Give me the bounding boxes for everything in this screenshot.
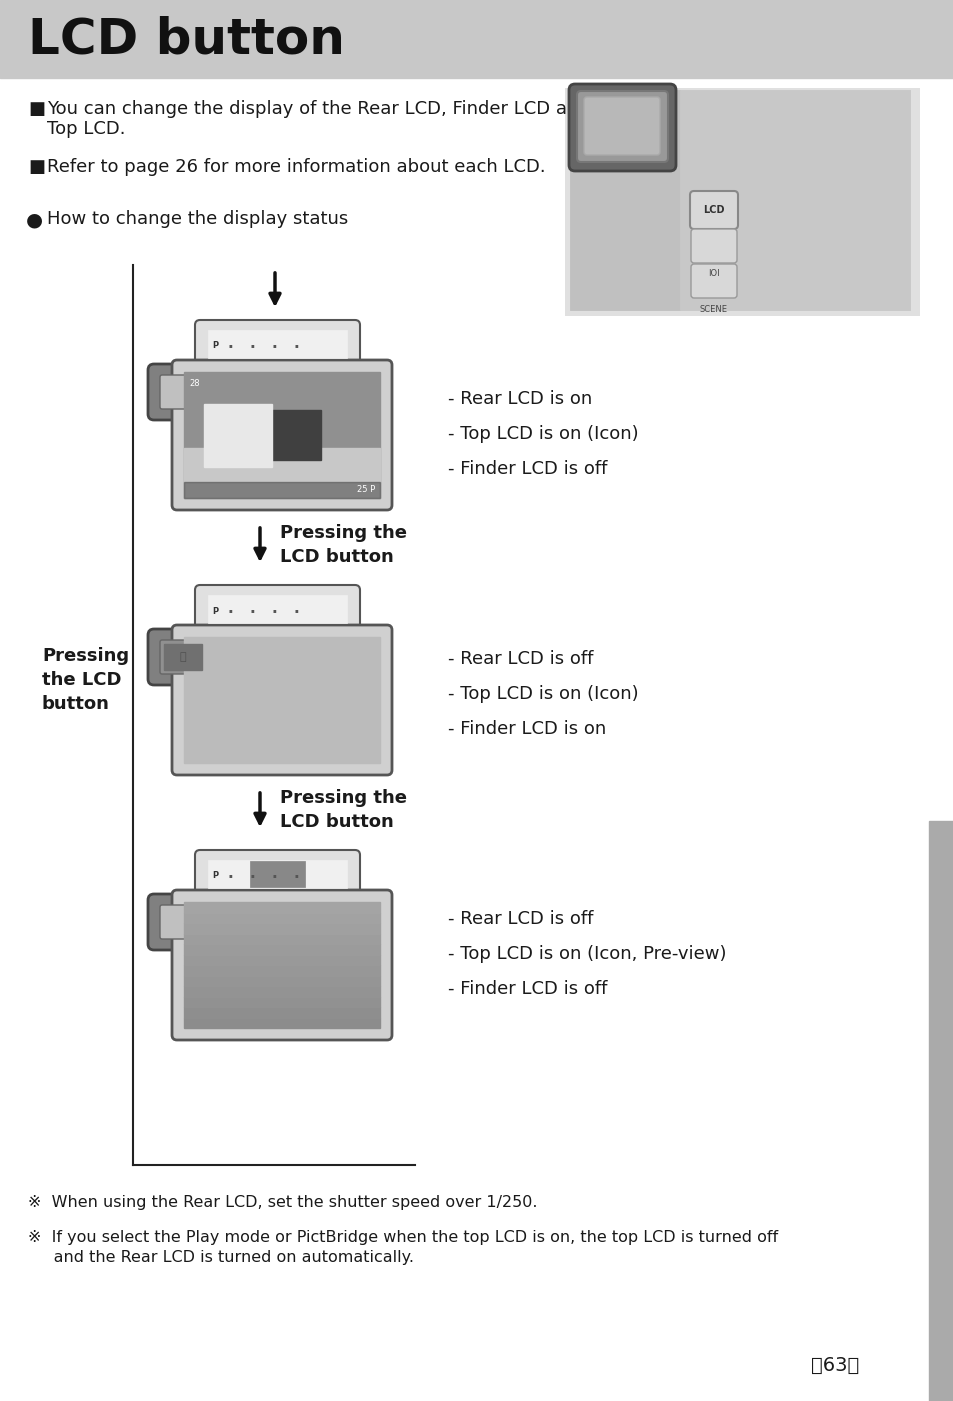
- Bar: [928, 821, 953, 1401]
- Text: - Top LCD is on (Icon): - Top LCD is on (Icon): [448, 685, 638, 703]
- Bar: [184, 933, 379, 944]
- Bar: [203, 403, 272, 467]
- Text: - Rear LCD is off: - Rear LCD is off: [448, 911, 593, 927]
- Bar: [184, 902, 379, 912]
- Text: ▪: ▪: [294, 608, 297, 614]
- Text: - Rear LCD is on: - Rear LCD is on: [448, 389, 592, 408]
- Text: 28: 28: [189, 380, 199, 388]
- Text: ※  When using the Rear LCD, set the shutter speed over 1/250.: ※ When using the Rear LCD, set the shutt…: [28, 1195, 537, 1210]
- Text: and the Rear LCD is turned on automatically.: and the Rear LCD is turned on automatica…: [28, 1250, 414, 1265]
- Text: Top LCD.: Top LCD.: [47, 120, 126, 139]
- FancyBboxPatch shape: [172, 625, 392, 775]
- Text: - Top LCD is on (Icon, Pre-view): - Top LCD is on (Icon, Pre-view): [448, 946, 726, 962]
- Bar: [184, 637, 379, 764]
- FancyBboxPatch shape: [689, 191, 738, 228]
- Text: ▪: ▪: [228, 608, 232, 614]
- Text: 25 P: 25 P: [356, 486, 375, 495]
- Bar: [184, 447, 379, 497]
- Bar: [564, 88, 919, 317]
- Bar: [184, 923, 379, 933]
- Bar: [184, 373, 379, 497]
- Bar: [184, 996, 379, 1007]
- Text: 👤: 👤: [179, 651, 186, 663]
- Text: - Rear LCD is off: - Rear LCD is off: [448, 650, 593, 668]
- Text: ▪: ▪: [250, 608, 253, 614]
- Text: LCD: LCD: [702, 205, 724, 214]
- Text: - Finder LCD is on: - Finder LCD is on: [448, 720, 605, 738]
- Text: ●: ●: [26, 210, 43, 228]
- Text: ■: ■: [28, 99, 45, 118]
- FancyBboxPatch shape: [568, 84, 676, 171]
- Text: IOI: IOI: [707, 269, 720, 279]
- Text: ▪: ▪: [272, 873, 275, 878]
- FancyBboxPatch shape: [690, 228, 737, 263]
- Bar: [0, 0, 953, 78]
- Bar: [184, 912, 379, 923]
- Text: ▪: ▪: [228, 343, 232, 349]
- Text: LCD button: LCD button: [28, 15, 345, 63]
- Bar: [164, 644, 202, 670]
- Bar: [569, 90, 679, 310]
- Text: - Top LCD is on (Icon): - Top LCD is on (Icon): [448, 425, 638, 443]
- Bar: [184, 954, 379, 965]
- Text: ▪: ▪: [228, 873, 232, 878]
- Bar: [184, 1017, 379, 1028]
- FancyBboxPatch shape: [583, 97, 659, 156]
- Text: - Finder LCD is off: - Finder LCD is off: [448, 460, 607, 478]
- FancyBboxPatch shape: [194, 586, 359, 633]
- Bar: [184, 986, 379, 996]
- FancyBboxPatch shape: [172, 890, 392, 1040]
- FancyBboxPatch shape: [160, 905, 206, 939]
- FancyBboxPatch shape: [690, 263, 737, 298]
- FancyBboxPatch shape: [160, 640, 206, 674]
- Bar: [243, 410, 321, 460]
- Text: How to change the display status: How to change the display status: [47, 210, 348, 228]
- Text: Pressing the
LCD button: Pressing the LCD button: [280, 789, 407, 831]
- Text: You can change the display of the Rear LCD, Finder LCD and: You can change the display of the Rear L…: [47, 99, 589, 118]
- Text: 〈63〉: 〈63〉: [810, 1356, 859, 1374]
- Text: ▪: ▪: [272, 343, 275, 349]
- Bar: [208, 595, 347, 623]
- Text: Pressing
the LCD
button: Pressing the LCD button: [42, 647, 129, 713]
- Text: ▪: ▪: [250, 343, 253, 349]
- Text: P: P: [212, 342, 218, 350]
- Text: ▪: ▪: [294, 873, 297, 878]
- Bar: [184, 482, 379, 497]
- Text: Refer to page 26 for more information about each LCD.: Refer to page 26 for more information ab…: [47, 158, 545, 177]
- Text: P: P: [212, 607, 218, 615]
- Bar: [208, 860, 347, 888]
- Bar: [184, 944, 379, 954]
- Bar: [184, 975, 379, 986]
- Bar: [184, 1007, 379, 1017]
- FancyBboxPatch shape: [160, 375, 206, 409]
- Text: ▪: ▪: [250, 873, 253, 878]
- Text: ▪: ▪: [294, 343, 297, 349]
- Bar: [679, 90, 909, 310]
- Text: SCENE: SCENE: [700, 304, 727, 314]
- FancyBboxPatch shape: [148, 629, 218, 685]
- Text: P: P: [212, 871, 218, 880]
- Bar: [208, 331, 347, 359]
- FancyBboxPatch shape: [577, 91, 667, 163]
- FancyBboxPatch shape: [194, 319, 359, 368]
- FancyBboxPatch shape: [172, 360, 392, 510]
- FancyBboxPatch shape: [194, 850, 359, 898]
- Text: ■: ■: [28, 158, 45, 177]
- Text: Pressing the
LCD button: Pressing the LCD button: [280, 524, 407, 566]
- Text: - Finder LCD is off: - Finder LCD is off: [448, 981, 607, 998]
- Text: ※  If you select the Play mode or PictBridge when the top LCD is on, the top LCD: ※ If you select the Play mode or PictBri…: [28, 1230, 778, 1245]
- Bar: [184, 965, 379, 975]
- Bar: [569, 90, 909, 310]
- FancyBboxPatch shape: [148, 364, 218, 420]
- Bar: [250, 862, 305, 887]
- Text: ▪: ▪: [272, 608, 275, 614]
- FancyBboxPatch shape: [148, 894, 218, 950]
